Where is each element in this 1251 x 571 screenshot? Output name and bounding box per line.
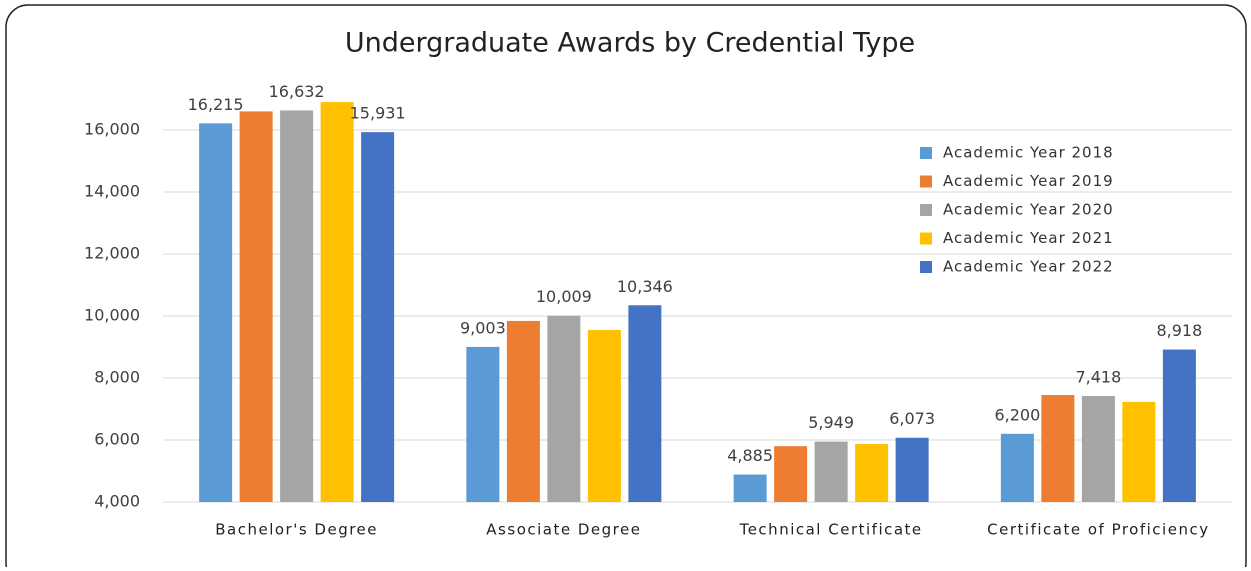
data-label: 10,009 [536, 287, 592, 306]
chart-title: Undergraduate Awards by Credential Type [345, 28, 915, 59]
y-tick-label: 6,000 [94, 430, 140, 449]
bar [1122, 401, 1156, 502]
data-label: 15,931 [350, 104, 406, 123]
data-label: 9,003 [460, 318, 506, 337]
bar [855, 444, 889, 502]
y-tick-label: 4,000 [94, 492, 140, 511]
legend-label: Academic Year 2018 [943, 144, 1114, 162]
legend-swatch [920, 232, 932, 245]
y-tick-label: 8,000 [94, 368, 140, 387]
legend-swatch [920, 261, 932, 273]
data-label: 6,200 [994, 405, 1040, 424]
bar [814, 441, 848, 502]
x-tick-label: Associate Degree [486, 521, 641, 539]
bar [895, 437, 929, 502]
legend-swatch [920, 204, 932, 216]
data-label: 6,073 [889, 409, 935, 428]
bar [1081, 396, 1115, 502]
data-label: 4,885 [727, 446, 773, 465]
bar [1041, 395, 1075, 502]
bar [361, 132, 395, 502]
data-label: 10,346 [617, 277, 673, 296]
bar [239, 111, 273, 503]
bar [506, 320, 540, 502]
legend-swatch [920, 147, 932, 159]
bar [774, 446, 808, 502]
x-tick-label: Certificate of Proficiency [987, 521, 1209, 539]
x-tick-label: Technical Certificate [739, 521, 923, 539]
y-tick-label: 16,000 [84, 120, 140, 139]
bar [320, 102, 354, 502]
data-label: 8,918 [1156, 321, 1202, 340]
bar [466, 346, 500, 502]
legend-label: Academic Year 2021 [943, 229, 1114, 247]
legend-label: Academic Year 2020 [943, 201, 1114, 219]
bar [280, 110, 314, 503]
data-label: 16,215 [188, 95, 244, 114]
bar [1000, 433, 1034, 502]
bar [547, 315, 581, 502]
bar [733, 474, 767, 502]
data-label: 5,949 [808, 413, 854, 432]
y-tick-label: 14,000 [84, 182, 140, 201]
legend-label: Academic Year 2022 [943, 258, 1114, 276]
bar [587, 329, 621, 502]
data-label: 7,418 [1075, 368, 1121, 387]
x-tick-label: Bachelor's Degree [215, 521, 378, 539]
legend-label: Academic Year 2019 [943, 172, 1114, 190]
bar [628, 305, 662, 502]
chart-frame [5, 4, 1247, 571]
bar [199, 123, 233, 503]
bar [1162, 349, 1196, 502]
y-tick-label: 12,000 [84, 244, 140, 263]
y-tick-label: 10,000 [84, 306, 140, 325]
data-label: 16,632 [269, 82, 325, 101]
legend-swatch [920, 175, 932, 188]
